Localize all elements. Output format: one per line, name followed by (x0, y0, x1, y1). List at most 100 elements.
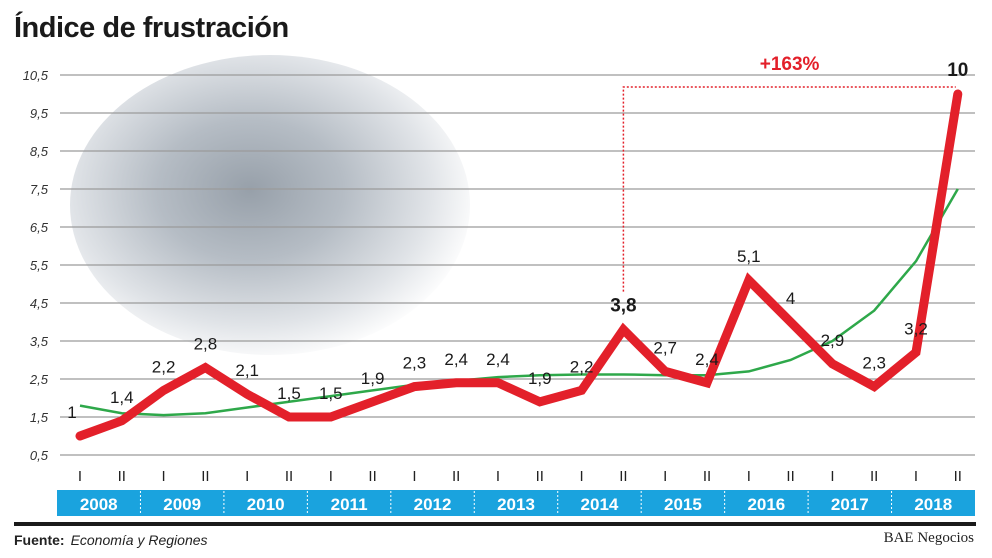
frustration-index-line (75, 89, 963, 441)
year-label: 2017 (831, 495, 869, 514)
semester-tick-label: II (786, 468, 794, 485)
data-label: 4 (786, 289, 795, 308)
source-value: Economía y Regiones (70, 532, 208, 548)
y-tick-label: 8,5 (30, 144, 49, 159)
semester-tick-label: II (536, 468, 544, 485)
data-point (747, 279, 750, 282)
frustrated-man-photo (70, 55, 470, 355)
semester-tick-label: II (870, 468, 878, 485)
annotation-label: +163% (760, 54, 820, 75)
semester-tick-label: I (663, 468, 667, 485)
semester-tick-label: II (368, 468, 376, 485)
data-point (873, 385, 876, 388)
y-tick-label: 3,5 (30, 334, 49, 349)
semester-tick-label: I (914, 468, 918, 485)
semester-tick-label: I (245, 468, 249, 485)
semester-tick-label: II (201, 468, 209, 485)
semester-tick-label: II (703, 468, 711, 485)
data-point (204, 366, 207, 369)
y-tick-label: 9,5 (30, 106, 49, 121)
y-tick-label: 2,5 (29, 372, 49, 387)
data-label: 1,5 (319, 384, 343, 403)
data-point (288, 416, 290, 418)
data-label: 2,3 (403, 354, 427, 373)
data-point (371, 400, 374, 403)
data-point (580, 389, 583, 392)
footer-divider (14, 522, 976, 526)
y-tick-label: 7,5 (30, 182, 49, 197)
semester-tick-label: II (619, 468, 627, 485)
y-tick-label: 10,5 (23, 68, 49, 83)
data-label: 2,7 (653, 338, 677, 357)
data-label: 2,8 (194, 335, 218, 354)
y-tick-label: 0,5 (30, 448, 49, 463)
year-label: 2018 (914, 495, 952, 514)
data-point (831, 362, 834, 365)
data-point (538, 400, 541, 403)
year-label: 2008 (80, 495, 118, 514)
publisher-credit: BAE Negocios (883, 530, 974, 546)
year-label: 2016 (747, 495, 785, 514)
trend-line (79, 188, 959, 417)
semester-tick-label: I (412, 468, 416, 485)
semester-tick-label: II (285, 468, 293, 485)
semester-tick-label: I (747, 468, 751, 485)
data-label: 5,1 (737, 247, 761, 266)
data-label: 1,5 (277, 384, 301, 403)
semester-tick-label: I (580, 468, 584, 485)
year-bar (57, 490, 975, 516)
semester-tick-label: I (162, 468, 166, 485)
data-label: 2,4 (444, 350, 468, 369)
data-point (120, 419, 123, 422)
data-label: 1,9 (361, 369, 385, 388)
data-label: 2,4 (486, 350, 510, 369)
data-point (162, 389, 165, 392)
source-label: Fuente: (14, 532, 65, 548)
data-point (664, 370, 667, 373)
data-label: 3,2 (904, 319, 928, 338)
year-label: 2011 (331, 495, 368, 514)
data-label: 2,9 (821, 331, 845, 350)
data-label: 2,3 (862, 354, 886, 373)
year-label: 2010 (247, 495, 285, 514)
data-label: 3,8 (610, 296, 636, 317)
data-label: 1,4 (110, 388, 134, 407)
data-point (455, 381, 458, 384)
year-label: 2009 (163, 495, 201, 514)
chart-title: Índice de frustración (14, 12, 289, 44)
data-point (79, 435, 81, 437)
data-label: 1 (67, 403, 76, 422)
data-point (956, 93, 959, 95)
year-label: 2014 (581, 495, 619, 514)
semester-tick-label: I (329, 468, 333, 485)
data-label: 2,2 (570, 357, 594, 376)
data-point (329, 416, 332, 418)
data-point (915, 351, 917, 354)
data-point (789, 321, 792, 323)
semester-tick-label: II (118, 468, 126, 485)
annotation-bracket (622, 86, 956, 292)
semester-tick-label: I (830, 468, 834, 485)
y-tick-label: 6,5 (30, 220, 49, 235)
semester-tick-label: II (954, 468, 962, 485)
y-tick-label: 5,5 (30, 258, 49, 273)
year-label: 2013 (497, 495, 535, 514)
data-point (497, 381, 499, 384)
data-point (622, 328, 625, 331)
data-point (413, 385, 416, 388)
source-note: Fuente: Economía y Regiones (14, 532, 208, 548)
year-label: 2015 (664, 495, 702, 514)
data-point (706, 381, 708, 384)
data-label: 10 (947, 60, 968, 81)
data-label: 2,4 (695, 350, 719, 369)
semester-tick-label: II (452, 468, 460, 485)
y-tick-label: 1,5 (30, 410, 49, 425)
data-point (246, 393, 249, 396)
year-label: 2012 (414, 495, 452, 514)
y-tick-label: 4,5 (30, 296, 49, 311)
data-label: 2,1 (235, 361, 259, 380)
semester-tick-label: I (78, 468, 82, 485)
data-label: 2,2 (152, 357, 176, 376)
